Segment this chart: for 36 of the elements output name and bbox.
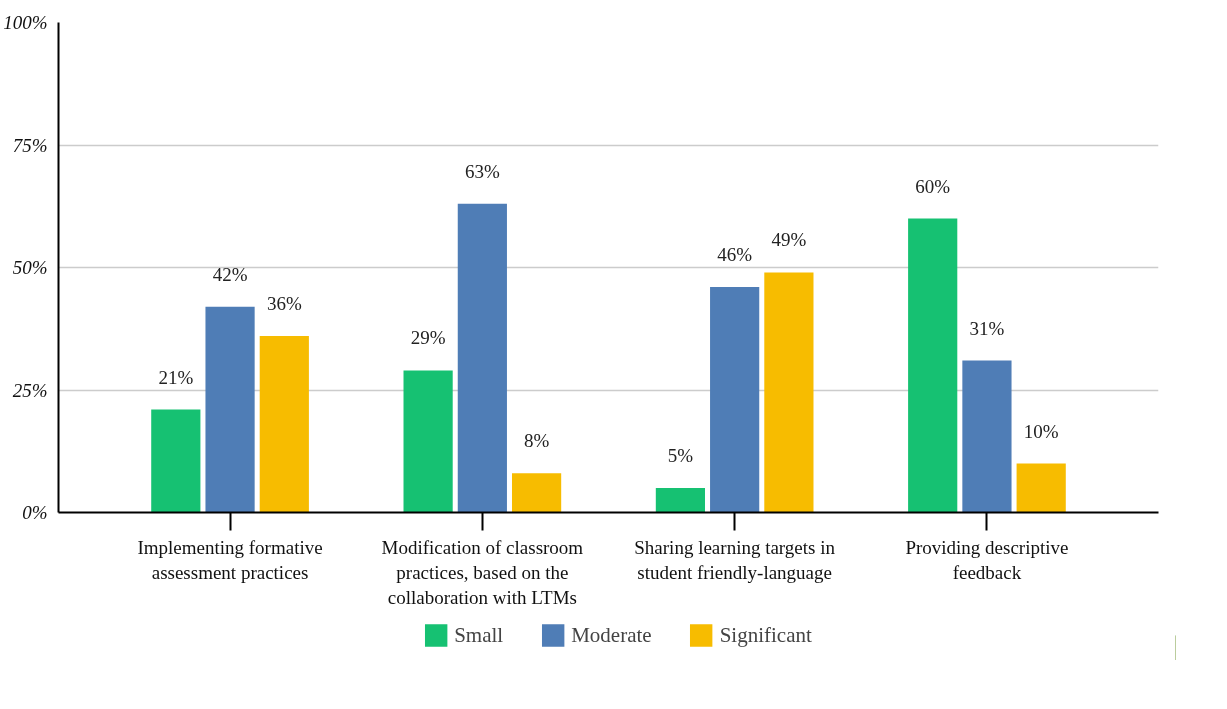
bar bbox=[764, 272, 814, 513]
x-tick-label: Modification of classroom practices, based on the collaboration with LTMs bbox=[381, 536, 584, 608]
x-tick-label: Implementing formative assessment practices bbox=[137, 536, 323, 583]
bar bbox=[457, 203, 507, 513]
bar bbox=[151, 409, 201, 513]
x-tick-label: Sharing learning targets in student friendly-language bbox=[634, 536, 836, 583]
bar bbox=[259, 336, 309, 513]
data-label: 29% bbox=[410, 327, 446, 349]
data-label: 46% bbox=[717, 244, 753, 266]
y-tick-label: 0% bbox=[22, 502, 48, 523]
y-tick-label: 50% bbox=[12, 257, 48, 278]
bar bbox=[962, 360, 1012, 513]
data-label: 8% bbox=[523, 430, 550, 452]
legend-label: Significant bbox=[719, 622, 812, 648]
bar bbox=[205, 306, 255, 513]
data-label: 49% bbox=[771, 229, 807, 251]
bar bbox=[710, 287, 760, 513]
y-tick-label: 25% bbox=[12, 379, 48, 401]
legend-label: Small bbox=[454, 622, 504, 648]
legend-label: Moderate bbox=[571, 622, 652, 648]
bar bbox=[512, 473, 562, 513]
data-label: 42% bbox=[212, 263, 248, 285]
y-tick-label: 75% bbox=[12, 134, 48, 156]
data-label: 10% bbox=[1023, 420, 1059, 442]
data-label: 63% bbox=[464, 160, 500, 182]
y-tick-label: 100% bbox=[3, 12, 48, 33]
x-tick-label: Providing descriptive feedback bbox=[905, 536, 1069, 583]
data-label: 21% bbox=[158, 366, 194, 388]
bar bbox=[403, 370, 453, 513]
data-label: 5% bbox=[667, 445, 694, 466]
bar bbox=[655, 488, 705, 513]
bar bbox=[908, 218, 958, 513]
data-label: 36% bbox=[266, 293, 302, 315]
data-label: 60% bbox=[915, 175, 951, 197]
bar bbox=[1016, 463, 1066, 513]
data-label: 31% bbox=[969, 317, 1005, 339]
